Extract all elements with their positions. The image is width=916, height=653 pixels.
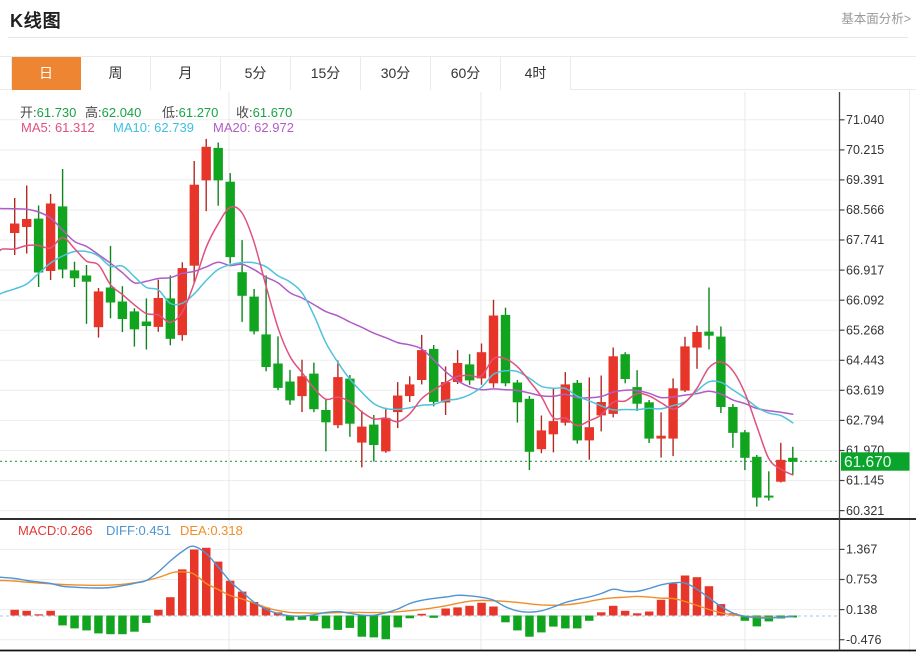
svg-text:0.138: 0.138	[846, 603, 877, 617]
svg-text:65.268: 65.268	[846, 323, 884, 337]
svg-text:1.367: 1.367	[846, 543, 877, 557]
svg-text:68.566: 68.566	[846, 203, 884, 217]
svg-text:61.145: 61.145	[846, 474, 884, 488]
svg-text:61.670: 61.670	[844, 454, 892, 471]
svg-text:69.391: 69.391	[846, 173, 884, 187]
svg-text:67.741: 67.741	[846, 233, 884, 247]
svg-text:71.040: 71.040	[846, 113, 884, 127]
svg-text:70.215: 70.215	[846, 143, 884, 157]
svg-text:62.794: 62.794	[846, 414, 884, 428]
svg-text:0.753: 0.753	[846, 573, 877, 587]
svg-text:64.443: 64.443	[846, 354, 884, 368]
svg-text:66.092: 66.092	[846, 293, 884, 307]
svg-text:-0.476: -0.476	[846, 633, 881, 647]
svg-text:66.917: 66.917	[846, 263, 884, 277]
svg-text:63.619: 63.619	[846, 384, 884, 398]
svg-text:60.321: 60.321	[846, 504, 884, 518]
